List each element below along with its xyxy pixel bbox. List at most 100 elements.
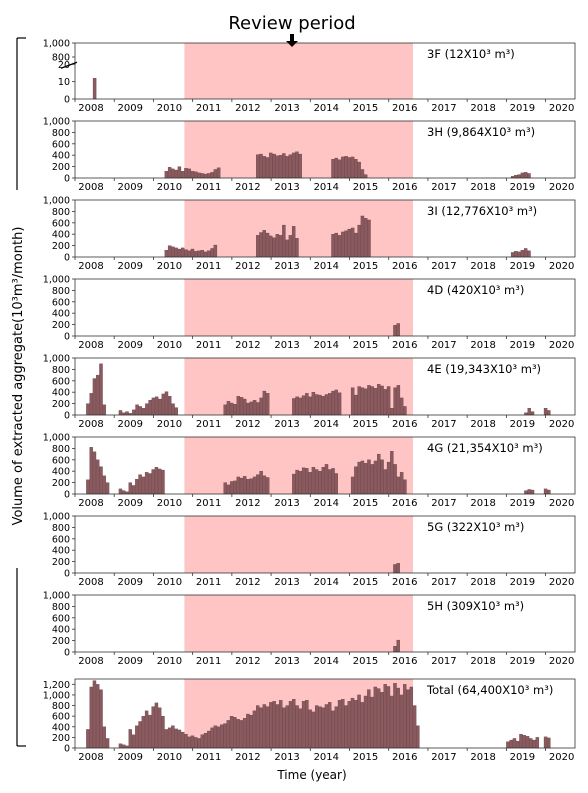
y-tick-label: 200 xyxy=(52,320,70,331)
bar-3h xyxy=(184,168,188,179)
x-tick-label: 2011 xyxy=(196,419,221,430)
bar-4e xyxy=(223,404,227,416)
bar-4e xyxy=(350,387,355,416)
bar-4e xyxy=(321,396,325,416)
bar-4g xyxy=(373,460,378,495)
bar-4e xyxy=(367,385,371,416)
bar-3i xyxy=(341,231,345,258)
bar-4e xyxy=(230,402,234,416)
bar-3h xyxy=(360,169,365,179)
bar-total xyxy=(285,705,289,749)
bar-4e xyxy=(236,396,240,416)
x-tick-label: 2009 xyxy=(117,752,142,763)
bar-3h xyxy=(347,157,352,179)
bar-3i xyxy=(187,250,191,258)
bar-total xyxy=(314,705,319,749)
bar-total xyxy=(373,686,378,749)
bar-4e xyxy=(370,386,374,416)
bar-total xyxy=(207,730,211,749)
x-tick-label: 2019 xyxy=(510,419,535,430)
x-tick-label: 2017 xyxy=(431,340,456,351)
bar-total xyxy=(529,738,533,749)
x-tick-label: 2015 xyxy=(353,752,378,763)
bar-total xyxy=(210,727,214,749)
bar-4g xyxy=(262,475,267,495)
bar-4e xyxy=(86,403,90,416)
bar-4e xyxy=(141,408,146,416)
bar-3i xyxy=(337,235,342,258)
bar-total xyxy=(311,711,316,749)
bar-4e xyxy=(331,390,335,416)
bar-3i xyxy=(213,244,218,258)
x-tick-label: 2014 xyxy=(314,261,339,272)
bar-total xyxy=(412,705,417,749)
y-tick-label: 0 xyxy=(64,95,70,106)
x-tick-label: 2018 xyxy=(470,340,495,351)
y-tick-label: 600 xyxy=(52,376,70,387)
bar-4g xyxy=(256,474,260,495)
bar-3i xyxy=(367,219,371,258)
bar-total xyxy=(164,729,169,749)
y-tick-label: 1,000 xyxy=(43,354,70,365)
bar-4e xyxy=(334,389,338,416)
bar-3i xyxy=(210,248,214,258)
x-tick-label: 2011 xyxy=(196,752,221,763)
bar-total xyxy=(135,725,139,749)
x-tick-label: 2017 xyxy=(431,419,456,430)
y-tick-label: 400 xyxy=(52,230,70,241)
bar-total xyxy=(509,739,513,749)
y-tick-label: 600 xyxy=(52,534,70,545)
bar-3i xyxy=(265,232,270,258)
bar-4g xyxy=(308,472,312,495)
x-tick-label: 2019 xyxy=(510,498,535,509)
bar-3i xyxy=(207,250,211,258)
bar-3i xyxy=(357,224,361,258)
bar-total xyxy=(282,707,286,749)
bar-4g xyxy=(239,477,244,495)
bar-total xyxy=(547,737,551,749)
bar-4e xyxy=(364,388,368,416)
bar-4e xyxy=(543,408,548,416)
bar-total xyxy=(370,696,374,749)
bar-4e xyxy=(135,404,139,416)
bar-4e xyxy=(295,396,299,416)
bar-total xyxy=(416,725,420,749)
bar-4g xyxy=(249,478,254,495)
bar-total xyxy=(128,729,132,749)
x-tick-label: 2015 xyxy=(353,419,378,430)
bar-total xyxy=(344,705,348,749)
bar-4g xyxy=(383,469,388,495)
bar-4e xyxy=(357,386,361,416)
panel-frames-layer xyxy=(74,42,576,749)
bar-total xyxy=(265,706,270,749)
bar-3i xyxy=(272,237,276,258)
bar-4g xyxy=(331,468,335,495)
bar-4e xyxy=(239,397,244,416)
x-tick-label: 2017 xyxy=(431,261,456,272)
x-tick-label: 2018 xyxy=(470,752,495,763)
bar-total xyxy=(279,700,283,749)
bar-4g xyxy=(118,488,123,495)
x-tick-label: 2016 xyxy=(392,103,417,114)
bar-total xyxy=(318,706,322,749)
bar-4g xyxy=(530,489,535,495)
y-tick-label: 10 xyxy=(58,77,70,88)
bar-4e xyxy=(301,395,306,416)
y-tick-label: 1,000 xyxy=(43,39,70,50)
x-tick-label: 2009 xyxy=(117,656,142,667)
bar-4e xyxy=(168,396,172,416)
bar-total xyxy=(376,688,381,749)
x-tick-label: 2008 xyxy=(78,752,103,763)
bar-4e xyxy=(383,389,388,416)
x-tick-label: 2012 xyxy=(235,419,260,430)
x-tick-label: 2009 xyxy=(117,340,142,351)
x-tick-label: 2020 xyxy=(549,340,574,351)
bar-4g xyxy=(311,467,316,495)
bar-total xyxy=(334,706,338,749)
bar-3i xyxy=(334,232,338,258)
y-tick-label: 1,200 xyxy=(43,680,70,691)
bar-total xyxy=(177,729,182,749)
bar-3h xyxy=(180,171,185,179)
bar-3i xyxy=(517,251,521,258)
y-tick-label: 600 xyxy=(52,139,70,150)
